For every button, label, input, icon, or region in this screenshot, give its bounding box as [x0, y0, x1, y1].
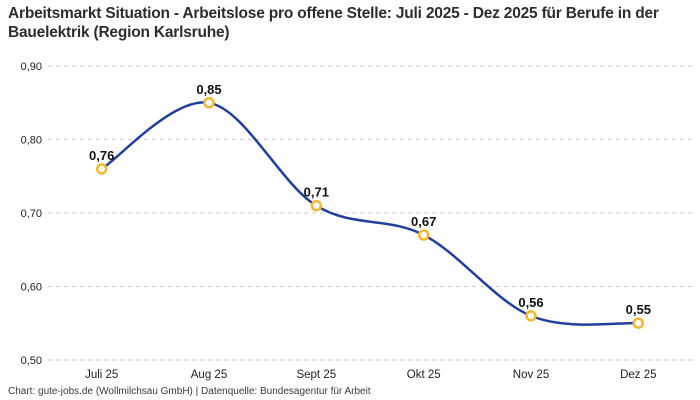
data-point-marker	[203, 97, 215, 109]
x-tick-label: Dez 25	[620, 369, 656, 381]
y-tick-label: 0,80	[21, 135, 42, 147]
data-point-label: 0,85	[196, 82, 221, 97]
x-tick-label: Sept 25	[296, 369, 336, 381]
data-point-marker	[525, 310, 537, 322]
data-point-label: 0,76	[89, 148, 114, 163]
y-tick-label: 0,90	[21, 61, 42, 73]
data-point-label: 0,67	[411, 214, 436, 229]
data-point-marker	[632, 317, 645, 329]
x-tick-label: Juli 25	[85, 369, 118, 381]
x-tick-label: Nov 25	[513, 369, 549, 381]
y-tick-label: 0,50	[21, 355, 42, 367]
chart-title: Arbeitsmarkt Situation - Arbeitslose pro…	[8, 5, 659, 41]
y-tick-label: 0,70	[21, 208, 42, 220]
y-tick-label: 0,60	[21, 282, 42, 294]
data-point-label: 0,56	[518, 295, 543, 310]
data-point-label: 0,55	[626, 302, 651, 317]
data-point-marker	[417, 229, 430, 241]
data-point-marker	[310, 199, 323, 212]
data-point-marker	[95, 163, 108, 175]
x-tick-label: Aug 25	[191, 369, 227, 381]
chart-footer: Chart: gute-jobs.de (Wollmilchsau GmbH) …	[8, 386, 371, 397]
data-point-label: 0,71	[304, 185, 329, 200]
x-tick-label: Okt 25	[407, 369, 441, 381]
